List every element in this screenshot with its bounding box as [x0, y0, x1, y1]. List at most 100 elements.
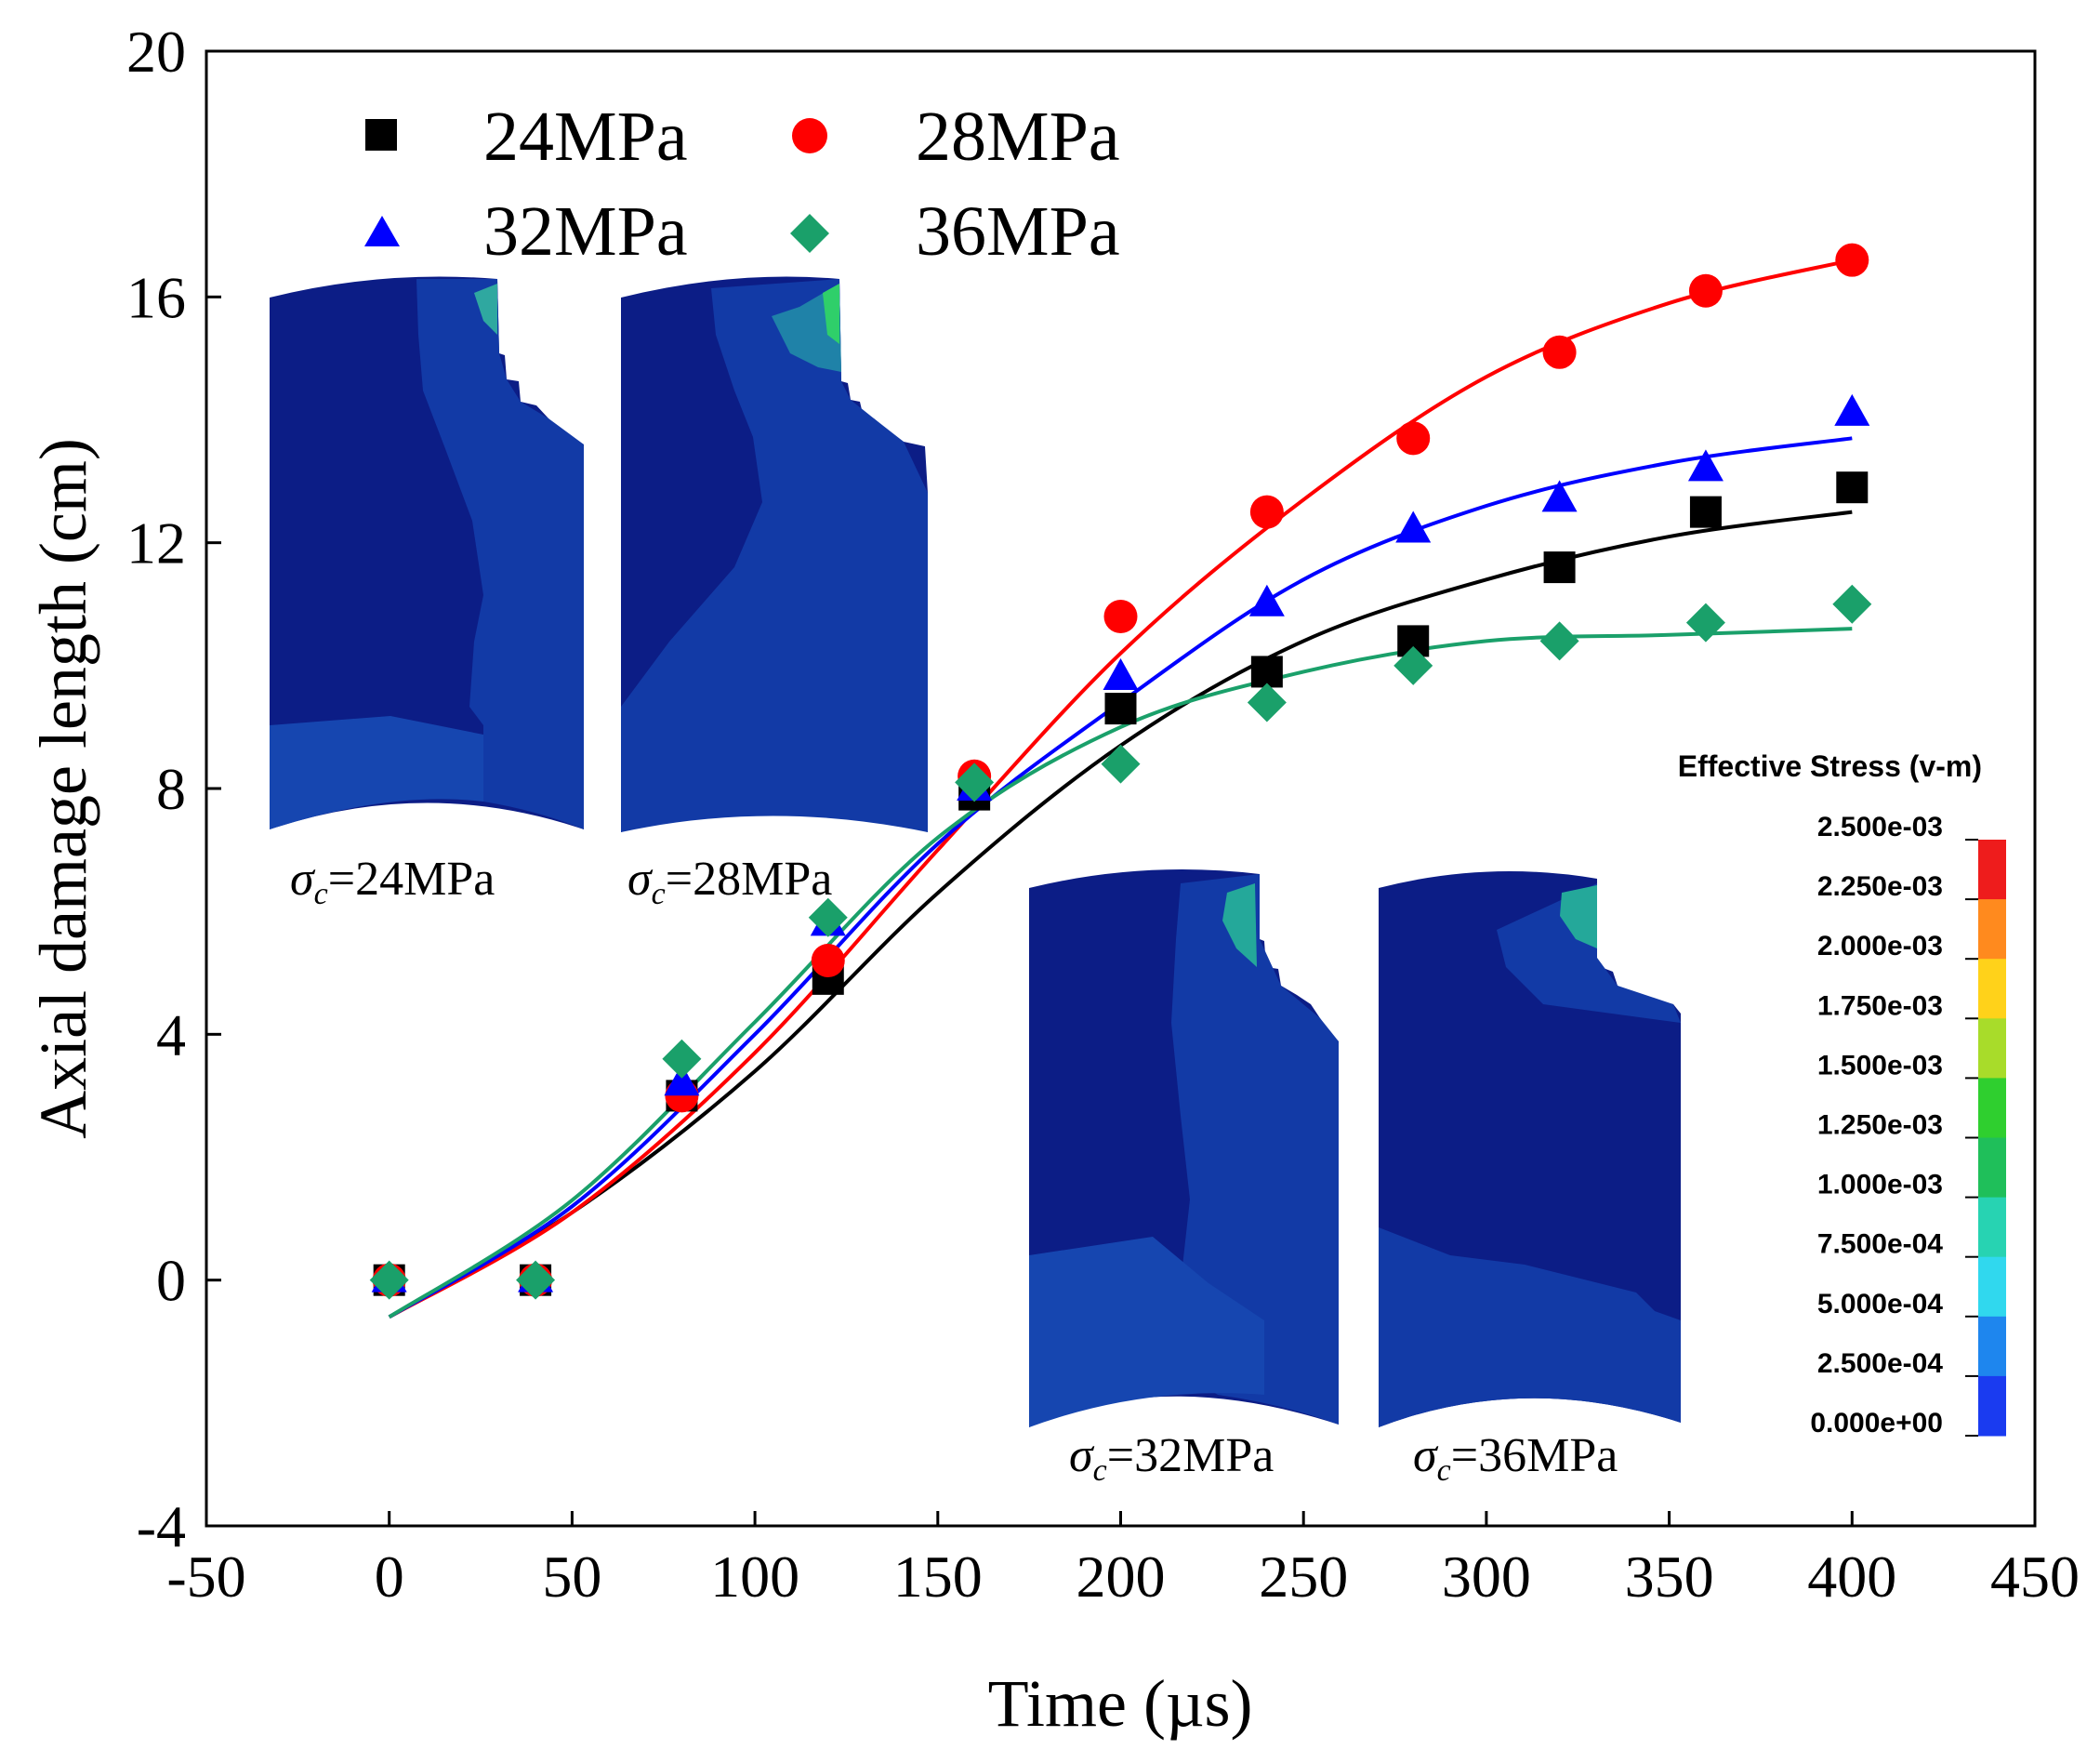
legend-marker-36mpa: [790, 214, 829, 253]
data-point-24mpa: [1250, 656, 1283, 688]
inset-caption-36mpa: σc=36MPa: [1413, 1429, 1618, 1488]
fit-line-24mpa: [388, 510, 1853, 1319]
data-point-24mpa: [1689, 496, 1722, 528]
data-point-36mpa: [369, 1260, 409, 1300]
colorbar-label: 1.500e-03: [1817, 1050, 1943, 1080]
data-point-36mpa: [662, 1039, 702, 1079]
colorbar-segment: [1978, 1018, 2006, 1079]
colorbar-label: 2.000e-03: [1817, 931, 1943, 961]
data-point-28mpa: [1249, 495, 1284, 529]
fit-lines: [388, 258, 1853, 1319]
data-point-28mpa: [811, 944, 845, 978]
data-point-32mpa: [1103, 658, 1139, 691]
data-point-24mpa: [1543, 551, 1576, 584]
x-tick-label: 0: [375, 1544, 404, 1610]
legend-label-32mpa: 32MPa: [483, 192, 688, 271]
data-point-32mpa: [664, 1064, 700, 1096]
colorbar-label: 1.250e-03: [1817, 1110, 1943, 1141]
colorbar-segment: [1978, 1375, 2006, 1437]
data-point-36mpa: [1832, 584, 1872, 624]
y-axis-title: Axial damage length (cm): [26, 438, 100, 1139]
colorbar-label: 1.000e-03: [1817, 1170, 1943, 1200]
legend-marker-24mpa: [365, 119, 397, 151]
y-tick-label: 4: [156, 1001, 186, 1067]
data-point-28mpa: [1542, 335, 1577, 369]
colorbar-title: Effective Stress (v-m): [1678, 749, 1982, 783]
data-point-36mpa: [1247, 683, 1287, 722]
simulation-inset-32mpa: [1029, 869, 1339, 1427]
data-point-36mpa: [1685, 603, 1725, 643]
data-point-24mpa: [1104, 693, 1137, 725]
y-tick-label: 12: [126, 510, 186, 577]
colorbar-label: 0.000e+00: [1810, 1408, 1943, 1438]
colorbar-label: 7.500e-04: [1817, 1229, 1943, 1260]
data-point-36mpa: [1101, 744, 1141, 784]
colorbar-label: 2.500e-03: [1817, 812, 1943, 842]
x-tick-label: 450: [1990, 1544, 2080, 1610]
inset-caption-24mpa: σc=24MPa: [290, 853, 495, 911]
data-point-36mpa: [516, 1260, 556, 1300]
fit-line-32mpa: [388, 436, 1853, 1319]
data-point-36mpa: [955, 762, 995, 802]
data-point-24mpa: [1836, 471, 1869, 504]
legend: 24MPa 28MPa 32MPa 36MPa: [364, 98, 1120, 271]
y-tick-label: -4: [137, 1493, 186, 1559]
colorbar-segment: [1978, 840, 2006, 900]
x-tick-label: 300: [1442, 1544, 1531, 1610]
data-point-28mpa: [1688, 273, 1723, 308]
colorbar-segment: [1978, 1256, 2006, 1318]
data-point-32mpa: [1834, 393, 1870, 426]
y-tick-labels: -4 0 4 8 12 16 20: [126, 19, 186, 1559]
data-point-28mpa: [1396, 421, 1431, 456]
data-point-28mpa: [1103, 599, 1138, 633]
legend-label-36mpa: 36MPa: [916, 192, 1120, 271]
x-tick-label: 150: [893, 1544, 983, 1610]
data-point-32mpa: [1541, 480, 1578, 512]
colorbar-segment: [1978, 1316, 2006, 1377]
data-point-36mpa: [1393, 645, 1433, 685]
x-tick-labels: -50 0 50 100 150 200 250 300 350 400 450: [166, 1544, 2080, 1610]
legend-label-28mpa: 28MPa: [916, 98, 1120, 176]
fit-line-36mpa: [388, 627, 1853, 1319]
data-point-32mpa: [1248, 584, 1285, 616]
legend-marker-28mpa: [792, 118, 827, 153]
x-tick-label: 350: [1625, 1544, 1714, 1610]
inset-caption-28mpa: σc=28MPa: [627, 853, 832, 911]
fit-line-28mpa: [388, 258, 1853, 1319]
inset-caption-32mpa: σc=32MPa: [1069, 1429, 1274, 1488]
simulation-inset-28mpa: [621, 276, 928, 832]
colorbar-segment: [1978, 1078, 2006, 1138]
y-tick-label: 0: [156, 1248, 186, 1314]
colorbar-label: 5.000e-04: [1817, 1289, 1943, 1319]
y-tick-label: 8: [156, 756, 186, 822]
simulation-inset-36mpa: [1379, 871, 1681, 1427]
y-tick-label: 16: [126, 264, 186, 330]
data-point-32mpa: [1687, 449, 1724, 482]
x-axis-title: Time (µs): [988, 1666, 1253, 1741]
colorbar-segment: [1978, 959, 2006, 1019]
colorbar-segment: [1978, 1197, 2006, 1258]
x-tick-label: 50: [542, 1544, 601, 1610]
data-point-28mpa: [1835, 243, 1869, 277]
x-tick-label: 200: [1076, 1544, 1166, 1610]
legend-label-24mpa: 24MPa: [483, 98, 688, 176]
data-markers: [369, 243, 1872, 1300]
simulation-inset-24mpa: [270, 276, 584, 829]
x-tick-label: 400: [1807, 1544, 1896, 1610]
data-point-36mpa: [1539, 621, 1579, 661]
colorbar-label: 2.250e-03: [1817, 871, 1943, 902]
x-tick-label: 100: [710, 1544, 799, 1610]
colorbar-segment: [1978, 899, 2006, 960]
y-tick-label: 20: [126, 19, 186, 85]
legend-marker-32mpa: [364, 216, 400, 246]
colorbar: 2.500e-03 2.250e-03 2.000e-03 1.750e-03 1.50…: [1810, 812, 2006, 1438]
colorbar-label: 2.500e-04: [1817, 1348, 1943, 1379]
x-tick-label: 250: [1259, 1544, 1348, 1610]
axis-ticks: [205, 49, 2037, 1528]
colorbar-label: 1.750e-03: [1817, 990, 1943, 1021]
data-point-36mpa: [808, 897, 848, 937]
x-tick-label: -50: [166, 1544, 245, 1610]
colorbar-segment: [1978, 1137, 2006, 1199]
data-point-32mpa: [1395, 510, 1432, 543]
